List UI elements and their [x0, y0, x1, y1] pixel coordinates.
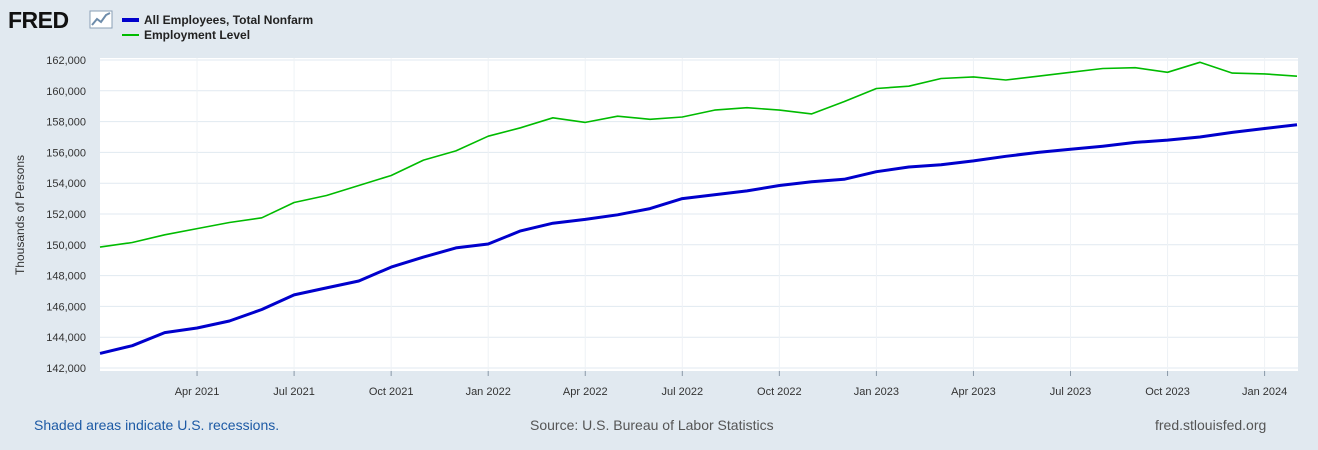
- y-axis-ticks: 142,000 144,000 146,000 148,000 150,000 152,0…: [46, 55, 86, 375]
- x-tick-label: Jan 2023: [854, 386, 899, 398]
- y-tick-label: 146,000: [46, 301, 86, 313]
- series-layer: [99, 61, 1298, 355]
- fred-logo-graph-icon: [89, 10, 113, 29]
- legend-label-employment: Employment Level: [144, 28, 250, 42]
- y-tick-label: 154,000: [46, 178, 86, 190]
- y-axis-title: Thousands of Persons: [13, 155, 27, 275]
- legend: All Employees, Total Nonfarm Employment …: [122, 13, 313, 42]
- recessions-note: Shaded areas indicate U.S. recessions.: [34, 417, 280, 433]
- legend-label-nonfarm: All Employees, Total Nonfarm: [144, 13, 313, 27]
- x-tick-label: Jan 2024: [1242, 386, 1287, 398]
- y-tick-label: 162,000: [46, 55, 86, 67]
- x-tick-label: Apr 2023: [951, 386, 996, 398]
- legend-item-employment[interactable]: Employment Level: [122, 28, 250, 42]
- series-line-employment[interactable]: [99, 61, 1298, 248]
- x-tick-label: Apr 2021: [175, 386, 220, 398]
- y-tick-label: 144,000: [46, 332, 86, 344]
- legend-item-nonfarm[interactable]: All Employees, Total Nonfarm: [122, 13, 313, 27]
- x-tick-label: Oct 2021: [369, 386, 414, 398]
- site-url[interactable]: fred.stlouisfed.org: [1155, 417, 1267, 433]
- y-tick-label: 150,000: [46, 240, 86, 252]
- x-tick-label: Oct 2023: [1145, 386, 1190, 398]
- x-axis-ticks: Apr 2021 Jul 2021 Oct 2021 Jan 2022 Apr 2022…: [175, 371, 1287, 398]
- source-note: Source: U.S. Bureau of Labor Statistics: [530, 417, 774, 433]
- y-tick-label: 142,000: [46, 363, 86, 375]
- y-tick-label: 156,000: [46, 147, 86, 159]
- fred-logo[interactable]: FRED: [8, 7, 113, 33]
- x-tick-label: Oct 2022: [757, 386, 802, 398]
- fred-logo-text: FRED: [8, 7, 69, 33]
- gridlines: [100, 58, 1298, 371]
- series-line-nonfarm[interactable]: [99, 123, 1298, 355]
- y-tick-label: 160,000: [46, 86, 86, 98]
- x-tick-label: Jul 2022: [662, 386, 704, 398]
- y-tick-label: 148,000: [46, 271, 86, 283]
- x-tick-label: Jul 2023: [1050, 386, 1092, 398]
- y-tick-label: 152,000: [46, 209, 86, 221]
- x-tick-label: Jul 2021: [273, 386, 315, 398]
- y-tick-label: 158,000: [46, 117, 86, 129]
- x-tick-label: Apr 2022: [563, 386, 608, 398]
- x-tick-label: Jan 2022: [466, 386, 511, 398]
